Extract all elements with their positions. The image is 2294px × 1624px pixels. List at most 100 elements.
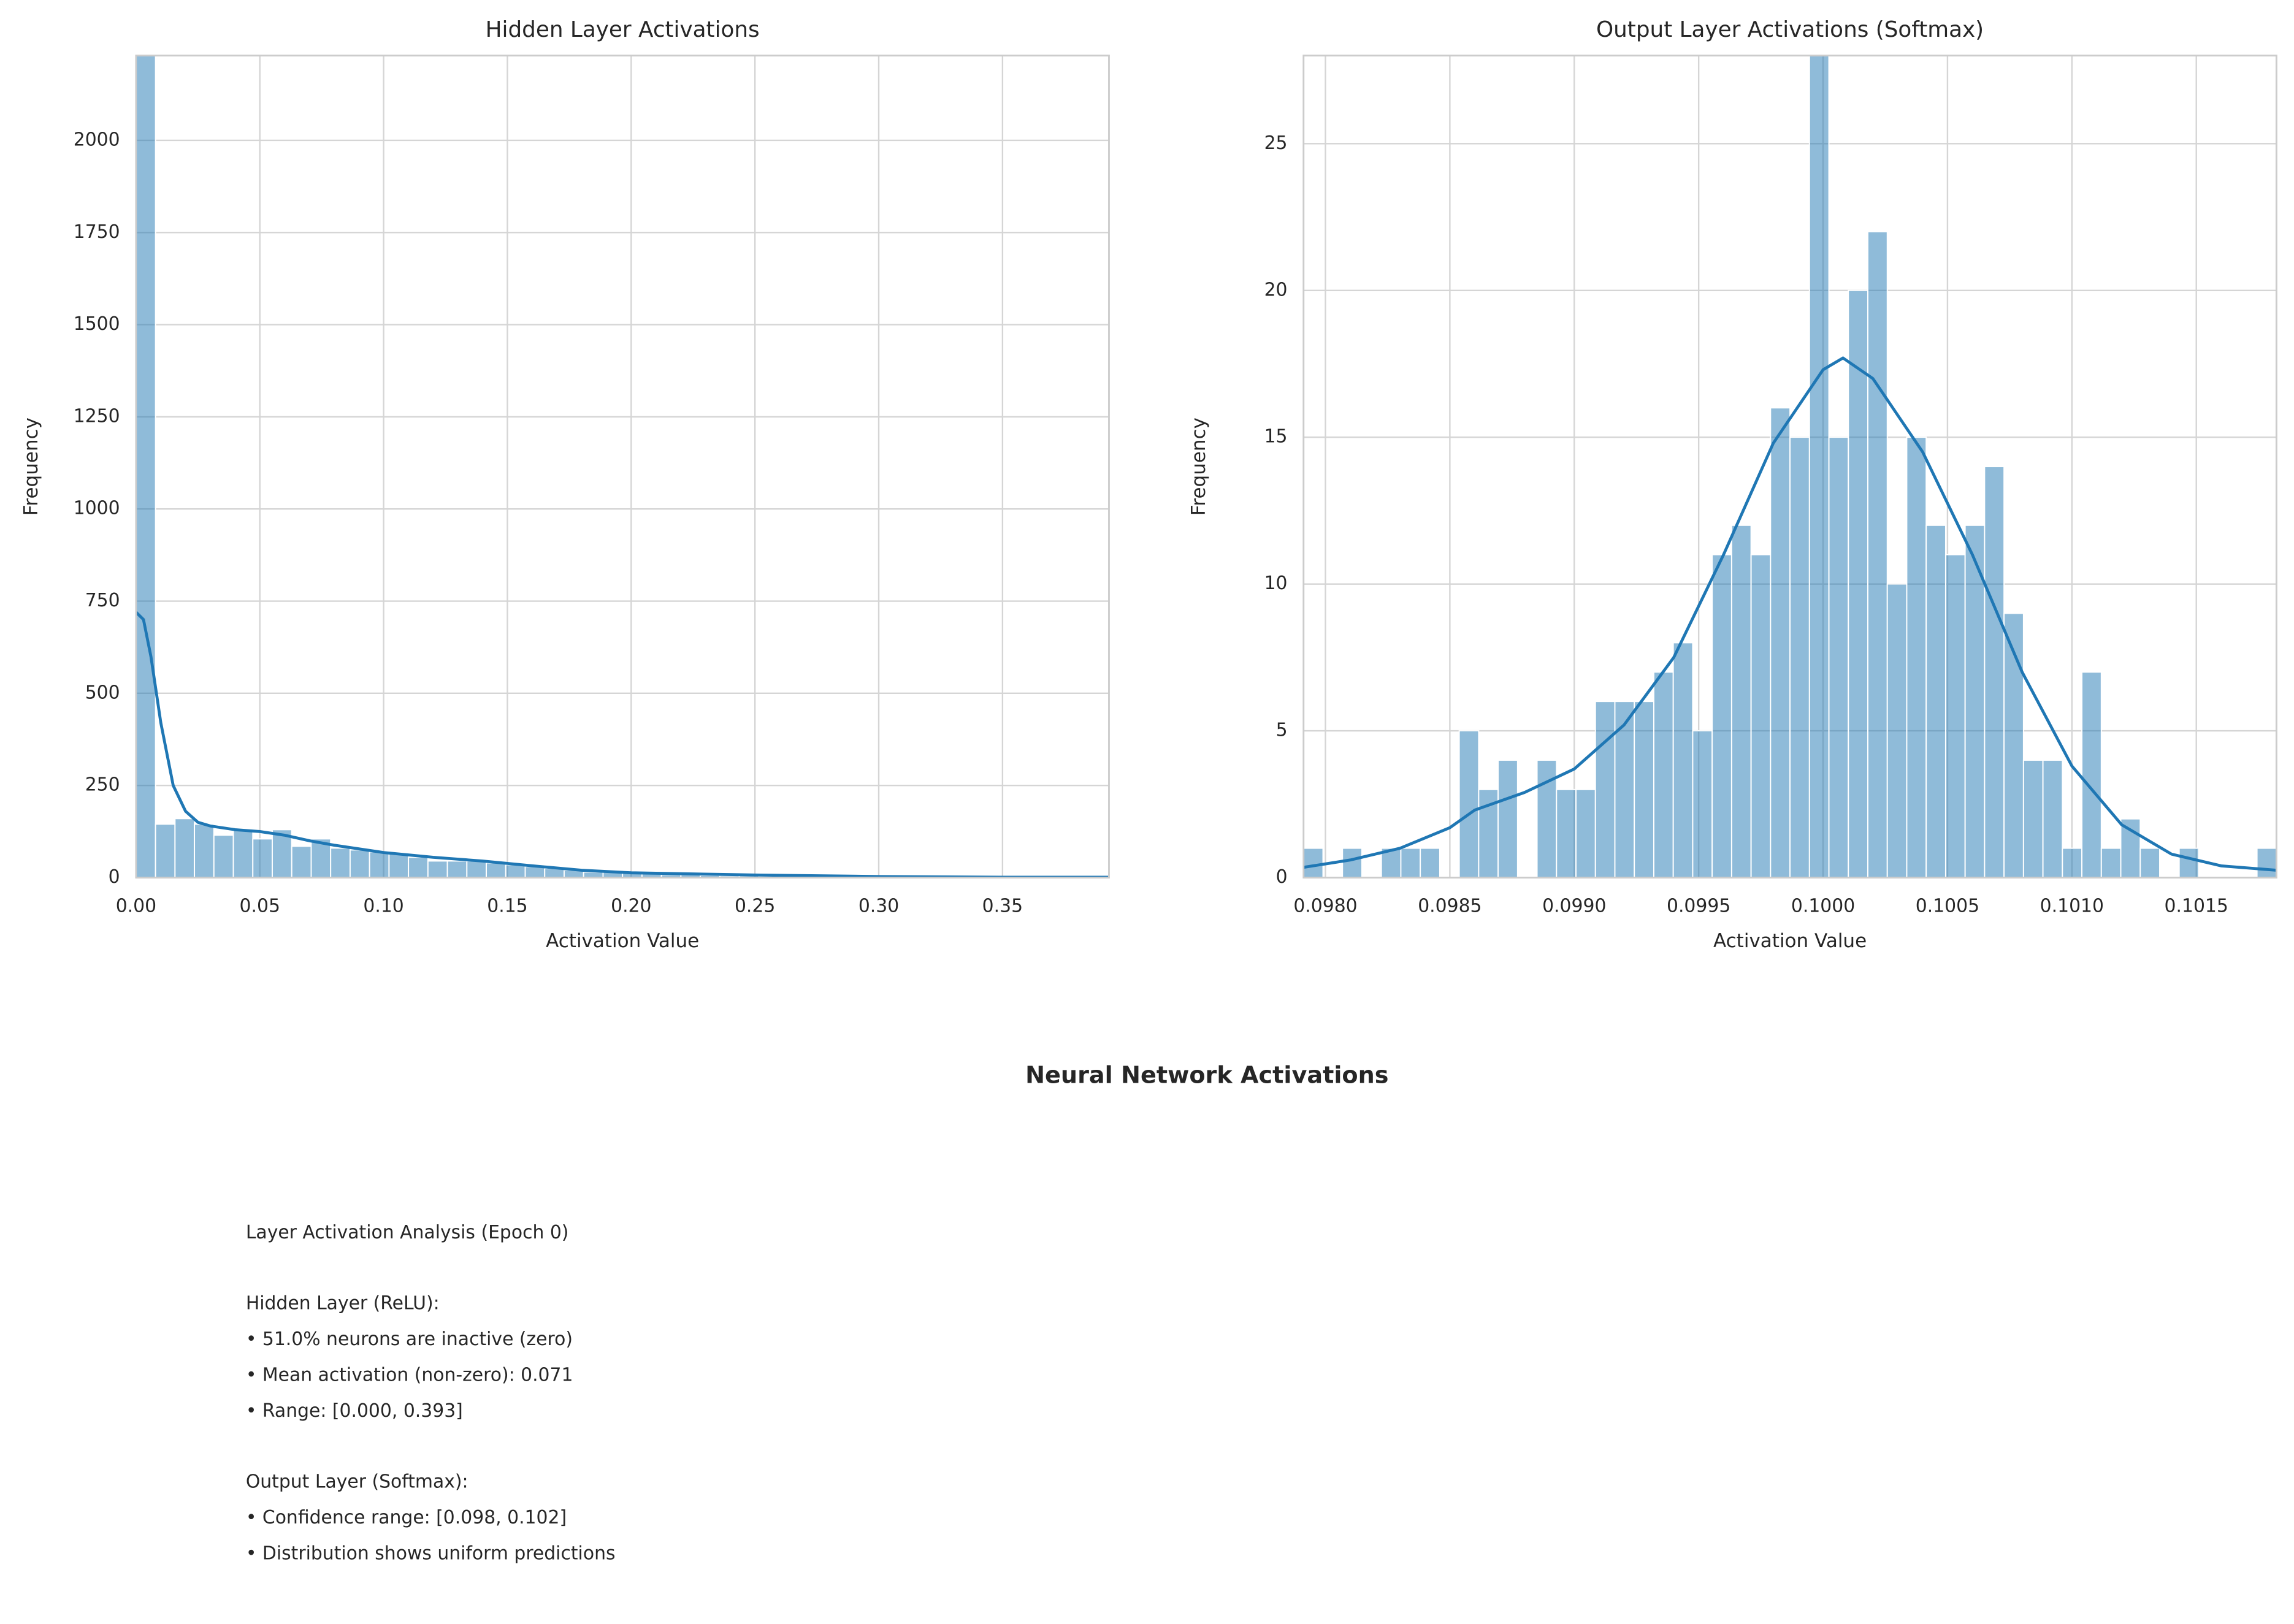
y-tick-label: 250: [85, 774, 120, 796]
bar: [2139, 847, 2160, 878]
bar: [232, 829, 254, 878]
chart-title: Hidden Layer Activations: [486, 17, 760, 42]
bar: [369, 851, 390, 878]
bar: [194, 823, 215, 878]
suptitle: Neural Network Activations: [1025, 1062, 1388, 1089]
bar: [1303, 847, 1324, 878]
x-tick-label: 0.15: [487, 896, 527, 917]
bar: [2081, 671, 2102, 878]
analysis-item: • Distribution shows uniform predictions: [246, 1542, 616, 1564]
y-tick-label: 10: [1264, 573, 1288, 594]
y-axis-label: Frequency: [1188, 417, 1210, 516]
bar: [174, 818, 196, 878]
bar: [1711, 554, 1732, 878]
bar: [1984, 466, 2005, 878]
bar: [1497, 760, 1518, 878]
x-tick-label: 0.0995: [1667, 896, 1730, 917]
bar: [1964, 524, 1986, 878]
y-tick-label: 25: [1264, 132, 1288, 154]
plot-area: [1303, 55, 2277, 878]
y-tick-label: 0: [1276, 866, 1288, 888]
y-tick-label: 1250: [74, 405, 120, 427]
x-tick-label: 0.1015: [2165, 896, 2228, 917]
bar: [1342, 847, 1363, 878]
x-axis-label: Activation Value: [546, 930, 699, 952]
bar: [1848, 289, 1868, 878]
y-tick-label: 1500: [74, 313, 120, 335]
bar: [349, 849, 370, 878]
bar: [1634, 701, 1654, 878]
bar: [1614, 701, 1635, 878]
x-tick-label: 0.00: [116, 896, 156, 917]
y-tick-label: 500: [85, 682, 120, 703]
plot-area: [136, 55, 1109, 878]
y-tick-label: 20: [1264, 279, 1288, 300]
bar: [155, 823, 176, 878]
bar: [427, 860, 448, 878]
bar: [524, 866, 546, 878]
axes-frame: [135, 55, 1110, 879]
analysis-item: • 51.0% neurons are inactive (zero): [246, 1329, 573, 1350]
y-axis-label: Frequency: [20, 417, 42, 516]
bar: [291, 845, 312, 878]
bar: [1672, 642, 1694, 878]
analysis-heading: Hidden Layer (ReLU):: [246, 1292, 440, 1314]
x-tick-label: 0.1005: [1916, 896, 1979, 917]
bar: [1730, 524, 1752, 878]
axes-frame: [1302, 55, 2277, 879]
y-tick-label: 750: [85, 590, 120, 611]
bar: [1944, 554, 1966, 878]
bar: [1808, 55, 1830, 878]
x-tick-label: 0.0985: [1418, 896, 1482, 917]
bar: [1886, 583, 1908, 878]
bar: [2256, 847, 2277, 878]
bar: [505, 864, 526, 878]
kde-line: [1303, 356, 2277, 872]
bar: [446, 860, 468, 878]
bar: [2022, 760, 2044, 878]
x-axis-label: Activation Value: [1713, 930, 1867, 952]
x-tick-label: 0.05: [240, 896, 280, 917]
bar: [1750, 554, 1772, 878]
bar: [2100, 847, 2122, 878]
analysis-item: • Range: [0.000, 0.393]: [246, 1400, 463, 1422]
bar: [2003, 612, 2024, 878]
y-tick-label: 15: [1264, 426, 1288, 448]
x-tick-label: 0.0980: [1293, 896, 1357, 917]
bar: [486, 862, 507, 878]
x-tick-label: 0.1000: [1791, 896, 1855, 917]
x-tick-label: 0.25: [735, 896, 775, 917]
y-tick-label: 2000: [74, 129, 120, 150]
bar: [2120, 818, 2141, 878]
analysis-title: Layer Activation Analysis (Epoch 0): [246, 1222, 569, 1243]
bar: [1906, 436, 1927, 878]
analysis-item: • Mean activation (non-zero): 0.071: [246, 1364, 573, 1386]
bar: [213, 834, 234, 878]
y-tick-label: 5: [1276, 720, 1288, 741]
bar: [2062, 847, 2083, 878]
bar: [1575, 788, 1596, 878]
bar: [1770, 407, 1791, 878]
bar: [1594, 701, 1616, 878]
y-tick-label: 1750: [74, 221, 120, 243]
bar: [252, 838, 273, 878]
chart-title: Output Layer Activations (Softmax): [1596, 17, 1984, 42]
bar: [1789, 436, 1810, 878]
bar: [1828, 436, 1849, 878]
x-tick-label: 0.20: [611, 896, 651, 917]
bar: [1692, 730, 1713, 878]
bar: [1867, 231, 1888, 878]
bar: [1925, 524, 1946, 878]
x-tick-label: 0.35: [982, 896, 1023, 917]
y-tick-label: 1000: [74, 498, 120, 519]
bar: [1653, 671, 1674, 878]
bar: [408, 856, 429, 878]
bar: [2178, 847, 2200, 878]
analysis-item: • Confidence range: [0.098, 0.102]: [246, 1507, 567, 1528]
bar: [1556, 788, 1577, 878]
x-tick-label: 0.30: [858, 896, 899, 917]
bar: [330, 847, 351, 878]
x-tick-label: 0.0990: [1542, 896, 1606, 917]
x-tick-label: 0.10: [363, 896, 403, 917]
